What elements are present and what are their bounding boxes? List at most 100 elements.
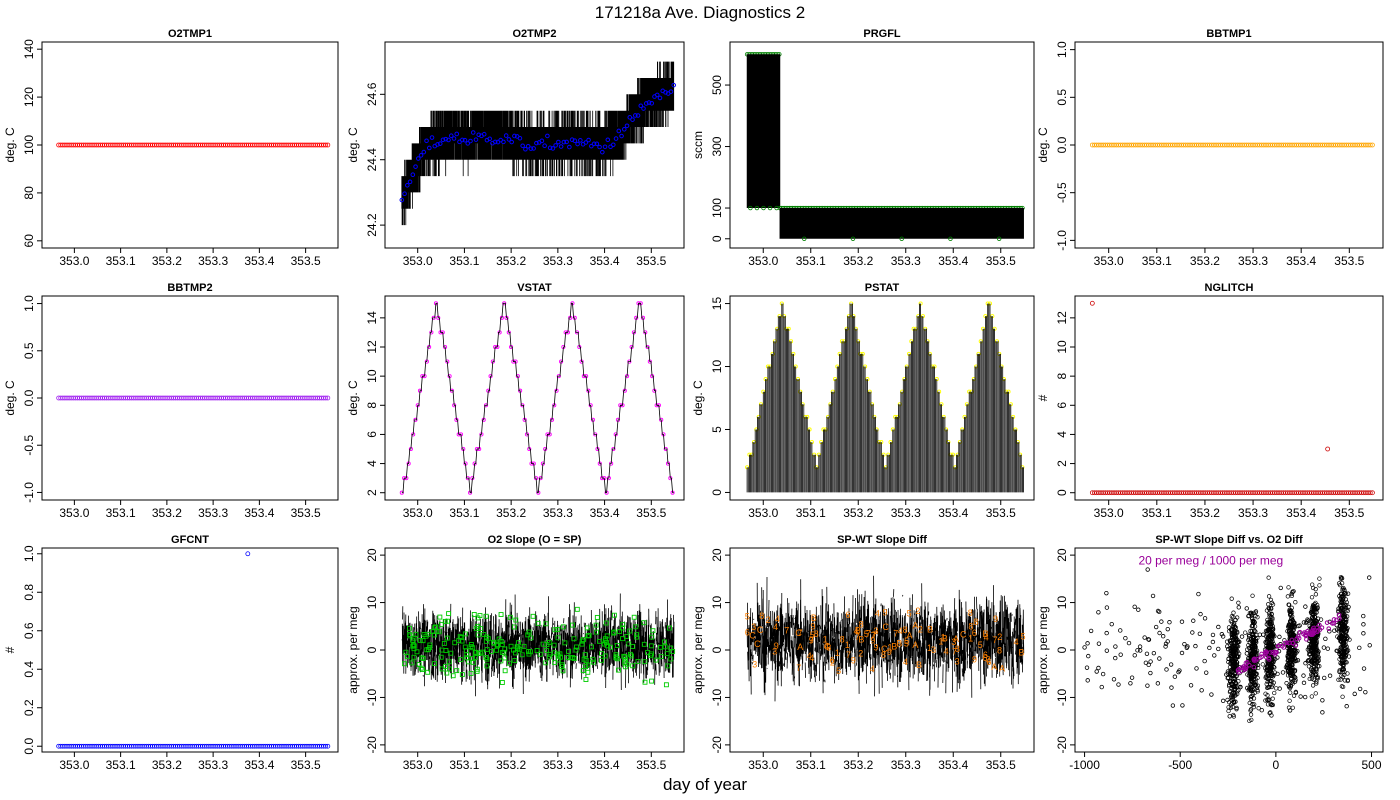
- y-axis-label: approx. per meg: [346, 606, 360, 693]
- data-point: [1085, 641, 1090, 646]
- data-point: [501, 139, 506, 145]
- plot-area: [56, 551, 331, 749]
- average-marker: [499, 680, 505, 685]
- x-tick-label: 353.5: [636, 254, 666, 268]
- average-marker: [468, 641, 474, 647]
- data-point: [594, 141, 600, 147]
- cylinder-label: 9: [809, 635, 814, 645]
- data-point: [1096, 610, 1101, 615]
- average-marker: [657, 644, 663, 650]
- data-point: [1094, 669, 1099, 674]
- data-point: [1313, 587, 1318, 592]
- chart-pstat: PSTAT deg. C 353.0 353.1 353.2 353.3 353.4 353.…: [691, 282, 1035, 520]
- average-marker: [456, 638, 462, 644]
- average-marker: [425, 669, 431, 675]
- data-point: [1314, 681, 1319, 686]
- plot-area: [745, 301, 1025, 493]
- cylinder-label: C: [882, 622, 889, 632]
- x-tick-label: 353.5: [636, 506, 666, 520]
- data-point: [589, 143, 594, 149]
- average-marker: [649, 678, 655, 684]
- data-point: [1243, 630, 1248, 635]
- data-point: [616, 128, 622, 134]
- data-point: [1272, 690, 1277, 696]
- page-title: 171218a Ave. Diagnostics 2: [594, 3, 806, 22]
- data-point: [1236, 605, 1241, 610]
- data-point: [643, 101, 649, 106]
- y-tick-label: 15: [710, 297, 724, 311]
- data-point: [1288, 690, 1293, 695]
- data-point: [520, 403, 525, 408]
- x-tick-label: 353.3: [891, 506, 921, 520]
- x-tick-label: 353.3: [198, 758, 228, 772]
- cylinder-label: 7: [784, 626, 789, 636]
- average-marker: [560, 624, 566, 630]
- data-point: [1310, 683, 1316, 688]
- data-point: [407, 179, 413, 185]
- average-marker: [616, 629, 622, 634]
- data-point: [1335, 648, 1340, 654]
- y-tick-label: 8: [365, 402, 379, 409]
- data-point: [1322, 675, 1327, 681]
- data-point: [1226, 708, 1231, 714]
- data-point: [1341, 607, 1346, 612]
- data-point: [641, 106, 646, 111]
- average-marker: [511, 624, 517, 630]
- data-point: [586, 137, 591, 143]
- average-marker: [649, 634, 655, 640]
- data-point: [1361, 622, 1366, 627]
- y-tick-label: 20: [365, 548, 379, 562]
- average-marker: [574, 644, 580, 650]
- data-point: [415, 156, 421, 161]
- data-point: [1303, 604, 1308, 609]
- average-marker: [470, 645, 476, 651]
- data-point: [754, 205, 760, 211]
- average-marker: [402, 661, 407, 667]
- average-marker: [433, 624, 438, 630]
- prgfl-trace: [779, 208, 1024, 239]
- average-marker: [411, 646, 417, 652]
- data-point: [1244, 606, 1249, 611]
- data-point: [1268, 620, 1273, 625]
- data-point: [1361, 613, 1366, 619]
- data-point: [1230, 660, 1235, 665]
- average-marker: [515, 645, 521, 651]
- data-point: [1118, 652, 1123, 657]
- average-marker: [557, 654, 563, 660]
- data-point: [1290, 657, 1295, 662]
- average-marker: [611, 612, 617, 618]
- average-marker: [601, 641, 607, 647]
- y-tick-label: -20: [1055, 736, 1069, 754]
- cylinder-label: 8: [759, 611, 764, 621]
- data-point: [1210, 632, 1216, 638]
- y-axis-label: deg. C: [3, 127, 17, 163]
- data-point: [1228, 671, 1233, 676]
- data-point: [1252, 624, 1258, 629]
- average-marker: [579, 641, 585, 647]
- data-point: [1249, 694, 1254, 699]
- data-point: [1132, 604, 1137, 609]
- data-point: [1249, 717, 1254, 723]
- cylinder-label: A: [953, 634, 959, 644]
- data-point: [1323, 636, 1328, 642]
- data-point: [1227, 714, 1232, 719]
- cylinder-label: 2: [830, 658, 835, 668]
- cylinder-label: B: [811, 613, 817, 623]
- data-point: [1284, 681, 1289, 686]
- x-tick-label: 353.0: [748, 506, 778, 520]
- average-marker: [483, 613, 489, 619]
- data-point: [1230, 634, 1235, 639]
- x-tick-label: 353.4: [938, 506, 968, 520]
- data-point: [1226, 675, 1231, 680]
- data-point: [1146, 637, 1152, 642]
- data-point: [1199, 688, 1204, 693]
- plot-frame: [41, 547, 339, 753]
- data-point: [1100, 671, 1106, 677]
- data-point: [1253, 682, 1258, 687]
- data-point: [1225, 671, 1231, 676]
- cylinder-label: 7: [796, 663, 801, 673]
- y-tick-label: -20: [365, 736, 379, 754]
- data-point: [1142, 635, 1147, 640]
- data-point: [1293, 600, 1298, 605]
- data-point: [1275, 671, 1280, 677]
